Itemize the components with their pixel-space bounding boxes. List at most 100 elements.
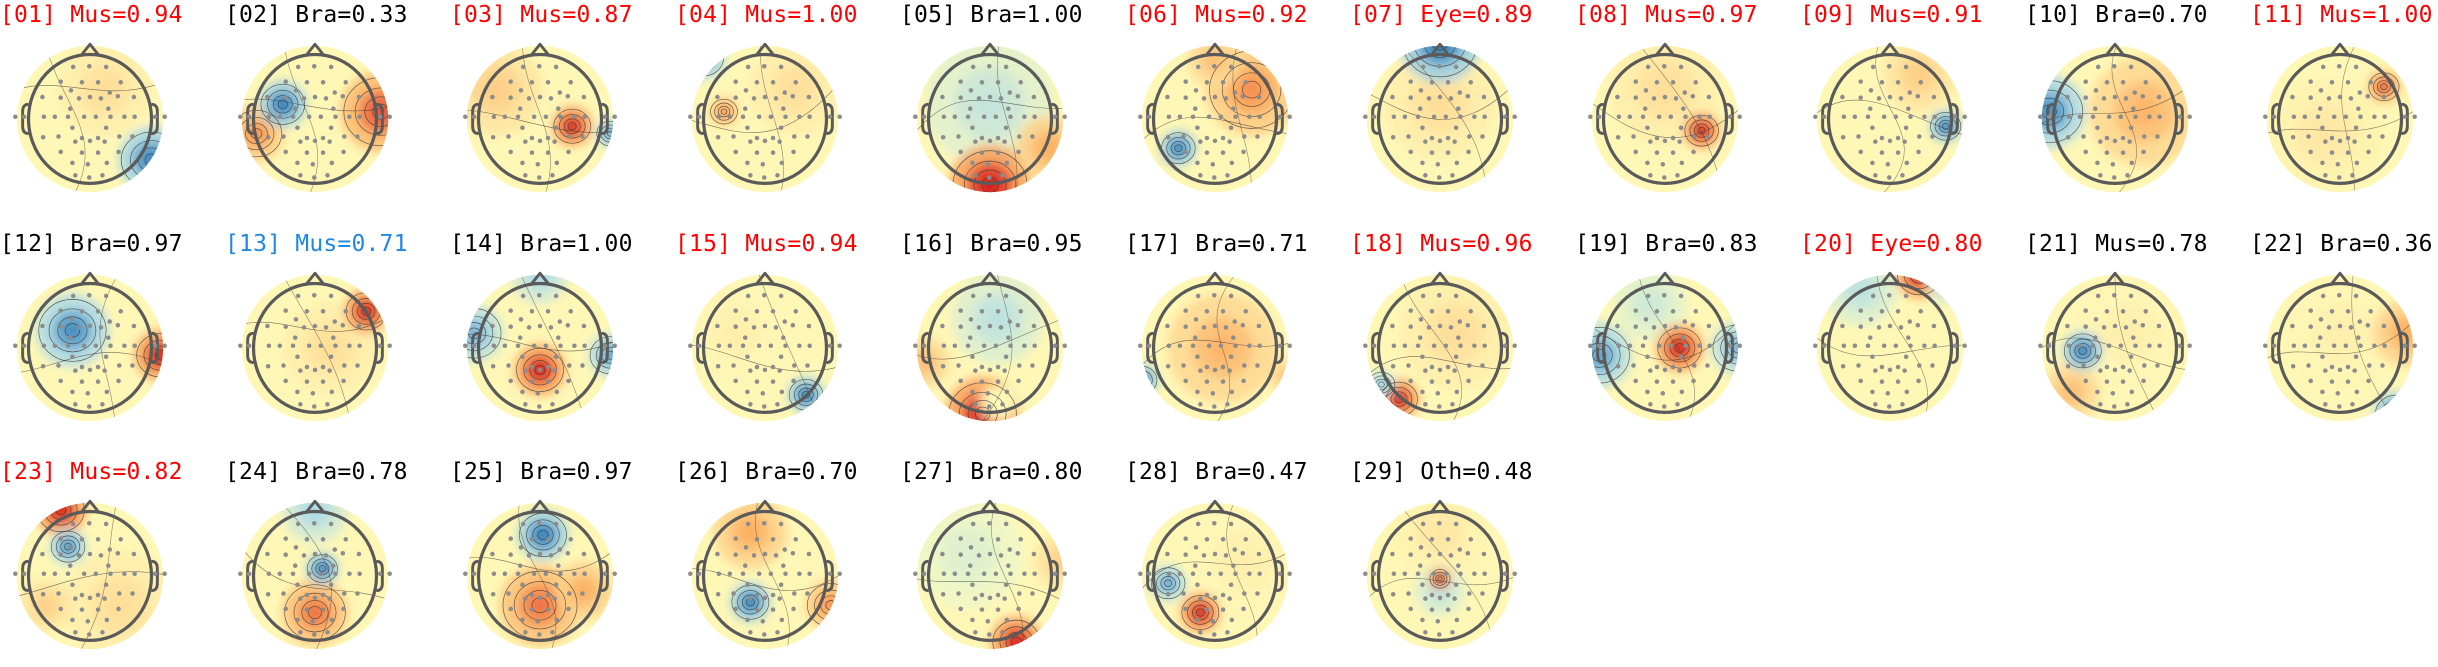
sensor-dot: [81, 571, 87, 577]
contour-line: [241, 117, 275, 151]
sensor-dot: [1881, 114, 1887, 120]
sensor-dot: [986, 292, 992, 298]
sensor-dot: [40, 551, 45, 557]
nose-icon: [80, 42, 100, 57]
component-id: [13]: [225, 231, 282, 257]
sensor-dot: [2177, 114, 2183, 120]
activation-blob: [745, 597, 756, 608]
sensor-dot: [1654, 80, 1660, 85]
sensor-dot: [1677, 368, 1682, 373]
sensor-dot: [552, 368, 557, 373]
sensor-dot: [1895, 135, 1901, 141]
sensor-dot: [993, 343, 999, 349]
contour-line: [50, 530, 86, 563]
sensor-dot: [1183, 536, 1188, 541]
sensor-dot: [782, 319, 788, 324]
nose-icon: [1655, 42, 1675, 57]
sensor-dot: [283, 552, 288, 557]
sensor-dot: [1813, 343, 1818, 349]
sensor-dot: [1220, 607, 1226, 612]
sensor-dot: [1856, 134, 1861, 139]
sensor-dot: [940, 94, 945, 100]
sensor-dot: [520, 389, 525, 395]
sensor-dot: [1006, 563, 1011, 568]
component-label: Mus=0.71: [295, 231, 408, 257]
sensor-dot: [95, 80, 101, 85]
sensor-dot: [312, 595, 318, 601]
sensor-dot: [558, 114, 563, 120]
sensor-dot: [2142, 134, 2147, 139]
sensor-dot: [87, 138, 93, 144]
sensor-dot: [1458, 571, 1463, 577]
sensor-dot: [981, 343, 987, 349]
left-ear-icon: [2271, 102, 2279, 136]
sensor-dot: [1445, 80, 1451, 85]
sensor-dot: [1192, 563, 1198, 568]
sensor-dot: [792, 134, 797, 139]
sensor-dot: [2098, 139, 2103, 144]
sensor-dot: [956, 363, 961, 368]
sensor-dot: [2120, 80, 2126, 85]
activation-blob: [1913, 274, 1926, 281]
sensor-dot: [1177, 571, 1183, 577]
contour-line: [1816, 99, 1964, 136]
sensor-dot: [985, 162, 991, 167]
sensor-dot: [1437, 138, 1443, 144]
sensor-dot: [2357, 90, 2363, 95]
sensor-dot: [1206, 571, 1212, 577]
sensor-dot: [1633, 378, 1638, 384]
sensor-dot: [2110, 391, 2116, 396]
sensor-dot: [1190, 343, 1196, 349]
sensor-dot: [1402, 114, 1408, 120]
sensor-dot: [790, 93, 796, 99]
sensor-dot: [2331, 114, 2337, 120]
sensor-dot: [1417, 563, 1423, 568]
sensor-dot: [1675, 402, 1680, 407]
head-outline: [921, 271, 1059, 414]
left-ear-icon: [246, 102, 254, 136]
sensor-dot: [2353, 354, 2359, 359]
sensor-dot: [320, 80, 326, 85]
sensor-dot: [2337, 138, 2343, 144]
sensor-dot: [1616, 114, 1622, 120]
sensor-dot: [958, 536, 963, 541]
sensor-dot: [543, 343, 549, 349]
sensor-dot: [770, 364, 776, 370]
sensor-dot: [340, 93, 346, 99]
sensor-dot: [1016, 606, 1021, 612]
sensor-dot: [1437, 367, 1443, 373]
topomap-cell: [07] Eye=0.89: [1350, 0, 1575, 210]
sensor-dot: [13, 343, 18, 349]
sensor-dot: [1390, 591, 1396, 597]
component-id: [22]: [2250, 231, 2307, 257]
sensor-dot: [52, 114, 58, 120]
component-title: [10] Bra=0.70: [2025, 0, 2208, 30]
sensor-dot: [2083, 308, 2088, 313]
topomap-cell: [01] Mus=0.94: [0, 0, 225, 210]
sensor-dot: [979, 150, 985, 155]
sensor-dot: [612, 571, 617, 577]
sensor-dot: [520, 617, 525, 623]
sensor-dot: [1930, 134, 1935, 139]
sensor-dot: [1212, 367, 1218, 373]
sensor-dot: [323, 325, 329, 330]
sensor-dot: [85, 391, 91, 396]
topomap-cell: [27] Bra=0.80: [900, 457, 1125, 667]
sensor-dot: [2038, 343, 2043, 349]
sensor-dot: [783, 343, 788, 349]
sensor-dot: [572, 343, 577, 349]
component-id: [11]: [2250, 2, 2307, 28]
sensor-dot: [913, 343, 918, 349]
sensor-dot: [1456, 563, 1461, 568]
sensor-dot: [987, 595, 993, 601]
contour-line: [519, 512, 567, 557]
scalp-topomap: [1138, 499, 1292, 650]
sensor-dot: [2127, 139, 2132, 144]
sensor-dot: [1502, 114, 1508, 120]
sensor-dot: [568, 309, 574, 314]
topomap-cell: [26] Bra=0.70: [675, 457, 900, 667]
sensor-dot: [1423, 173, 1428, 178]
left-ear-icon: [2046, 102, 2054, 136]
nose-icon: [980, 271, 1000, 286]
sensor-dot: [531, 114, 537, 120]
